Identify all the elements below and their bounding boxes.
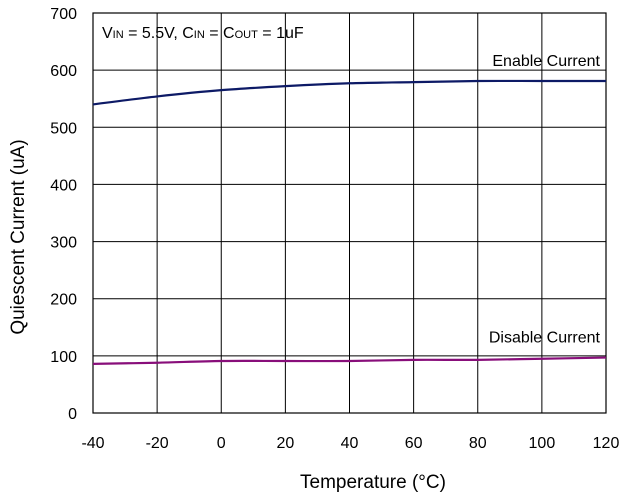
series-label-disable-current: Disable Current <box>489 330 601 347</box>
y-tick-label: 500 <box>50 120 77 137</box>
series-lines <box>92 79 607 365</box>
y-tick-label: 600 <box>50 63 77 80</box>
x-tick-label: 120 <box>593 435 620 452</box>
x-tick-label: 40 <box>341 435 359 452</box>
y-tick-labels: 0 100 200 300 400 500 600 700 <box>50 6 77 423</box>
x-tick-label: -20 <box>146 435 169 452</box>
y-tick-label: 0 <box>68 406 77 423</box>
series-line-disable-current <box>92 356 607 365</box>
y-tick-label: 700 <box>50 6 77 23</box>
x-tick-label: 60 <box>405 435 423 452</box>
y-tick-label: 400 <box>50 177 77 194</box>
x-tick-labels: -40 -20 0 20 40 60 80 100 120 <box>81 435 619 452</box>
y-axis-title: Quiescent Current (uA) <box>8 139 29 334</box>
y-tick-label: 100 <box>50 349 77 366</box>
x-tick-label: 20 <box>276 435 294 452</box>
series-labels: Enable Current Disable Current <box>489 53 601 347</box>
x-axis-title: Temperature (°C) <box>300 472 446 493</box>
x-tick-label: 0 <box>217 435 226 452</box>
y-tick-label: 300 <box>50 235 77 252</box>
series-line-enable-current <box>92 79 606 106</box>
annotation-conditions: VIN = 5.5V, CIN = COUT = 1uF <box>102 25 304 42</box>
x-tick-label: -40 <box>81 435 104 452</box>
x-tick-label: 100 <box>529 435 556 452</box>
series-label-enable-current: Enable Current <box>492 53 600 70</box>
plot-frame <box>92 12 607 414</box>
grid <box>92 12 607 414</box>
y-tick-label: 200 <box>50 292 77 309</box>
x-tick-label: 80 <box>469 435 487 452</box>
